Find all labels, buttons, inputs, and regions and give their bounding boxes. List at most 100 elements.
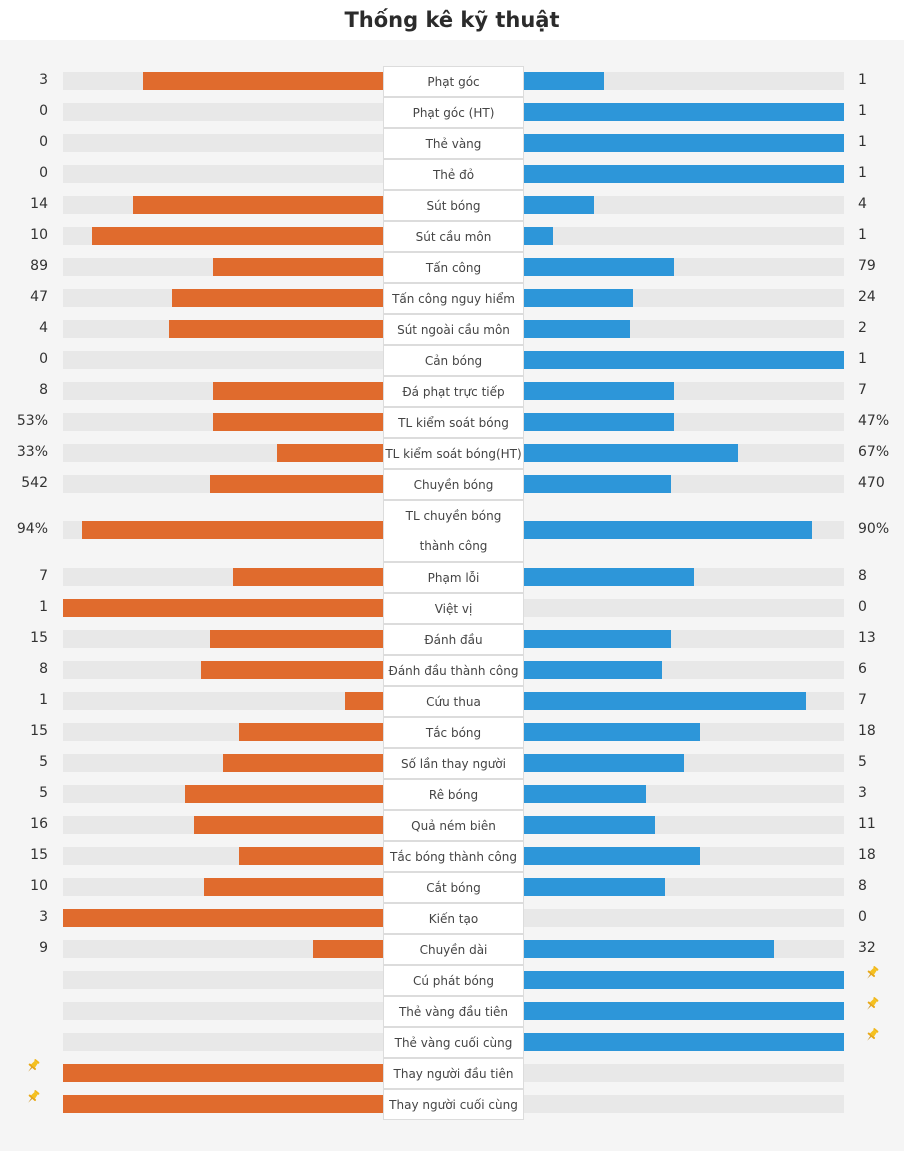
away-bar xyxy=(524,164,844,183)
stat-label-text: Phạt góc (HT) xyxy=(412,105,495,120)
away-value: 24 xyxy=(858,288,876,305)
home-bar xyxy=(213,381,383,400)
home-bar xyxy=(82,521,383,539)
away-value: 0 xyxy=(858,598,867,615)
home-bar xyxy=(277,443,383,462)
home-value: 15 xyxy=(30,846,48,863)
away-bar xyxy=(524,195,594,214)
away-value: 79 xyxy=(858,257,876,274)
stat-label: Tấn công nguy hiểm xyxy=(383,283,524,314)
stat-label-text: Thẻ vàng đầu tiên xyxy=(398,1004,509,1019)
stat-label: Việt vị xyxy=(383,593,524,624)
stat-label: Sút bóng xyxy=(383,190,524,221)
away-value: 1 xyxy=(858,226,867,243)
stat-label-text: Rê bóng xyxy=(428,787,479,802)
away-bar xyxy=(524,877,665,896)
away-value: 3 xyxy=(858,784,867,801)
stat-label: Cản bóng xyxy=(383,345,524,376)
home-value: 89 xyxy=(30,257,48,274)
away-bar-track xyxy=(524,567,844,586)
away-value: 1 xyxy=(858,133,867,150)
stat-label-text: Cản bóng xyxy=(424,353,483,368)
away-bar-track xyxy=(524,908,844,927)
stat-label-text: Cú phát bóng xyxy=(412,973,495,988)
away-bar xyxy=(524,443,738,462)
home-bar xyxy=(201,660,383,679)
away-value: 1 xyxy=(858,350,867,367)
stat-label: Thẻ đỏ xyxy=(383,159,524,190)
stat-label: Phạm lỗi xyxy=(383,562,524,593)
home-bar xyxy=(204,877,383,896)
stat-label: TL kiểm soát bóng(HT) xyxy=(383,438,524,469)
away-bar-track xyxy=(524,784,844,803)
home-value: 3 xyxy=(39,908,48,925)
home-value: 3 xyxy=(39,71,48,88)
stat-label: Tắc bóng xyxy=(383,717,524,748)
home-value: 542 xyxy=(21,474,48,491)
home-bar xyxy=(169,319,383,338)
home-bar-track xyxy=(63,753,383,772)
home-bar-track xyxy=(63,1094,383,1113)
stat-label: Chuyền dài xyxy=(383,934,524,965)
away-bar-track xyxy=(524,1094,844,1113)
stat-label-text: Thay người cuối cùng xyxy=(389,1097,518,1112)
away-bar-track xyxy=(524,815,844,834)
stat-label: Kiến tạo xyxy=(383,903,524,934)
stat-label-text: Tấn công nguy hiểm xyxy=(392,291,515,306)
home-value: 5 xyxy=(39,753,48,770)
stat-label: Phạt góc xyxy=(383,66,524,97)
stat-label: Tắc bóng thành công xyxy=(383,841,524,872)
stat-label: Thay người đầu tiên xyxy=(383,1058,524,1089)
stat-label-text: Thay người đầu tiên xyxy=(393,1066,514,1081)
away-bar-track xyxy=(524,691,844,710)
home-value: 94% xyxy=(16,521,48,537)
away-value: 4 xyxy=(858,195,867,212)
home-bar-track xyxy=(63,412,383,431)
home-bar-track xyxy=(63,815,383,834)
stat-label-text: TL chuyền bóng thành công xyxy=(405,509,502,553)
stat-label: Thay người cuối cùng xyxy=(383,1089,524,1120)
away-value: 6 xyxy=(858,660,867,677)
home-bar xyxy=(63,908,383,927)
home-bar xyxy=(63,1063,383,1082)
stat-label-text: Tắc bóng thành công xyxy=(390,849,517,864)
stat-label: Tấn công xyxy=(383,252,524,283)
home-bar-track xyxy=(63,319,383,338)
away-value: 90% xyxy=(858,521,890,537)
away-value: 7 xyxy=(858,691,867,708)
home-bar-track xyxy=(63,1032,383,1051)
away-value: 1 xyxy=(858,71,867,88)
away-bar-track xyxy=(524,939,844,958)
stat-label: Đá phạt trực tiếp xyxy=(383,376,524,407)
home-bar xyxy=(223,753,383,772)
away-bar-track xyxy=(524,288,844,307)
home-bar-track xyxy=(63,71,383,90)
stat-label-text: Quả ném biên xyxy=(411,818,496,833)
stat-label-text: Sút cầu môn xyxy=(415,229,492,244)
away-bar xyxy=(524,970,844,989)
away-bar xyxy=(524,350,844,369)
away-value: 2 xyxy=(858,319,867,336)
home-bar xyxy=(210,474,383,493)
stat-label: Cắt bóng xyxy=(383,872,524,903)
away-bar-track xyxy=(524,102,844,121)
stat-label: Đánh đầu thành công xyxy=(383,655,524,686)
home-bar xyxy=(313,939,383,958)
away-bar-track xyxy=(524,521,844,539)
home-bar xyxy=(194,815,383,834)
home-bar-track xyxy=(63,443,383,462)
home-bar-track xyxy=(63,257,383,276)
away-value: 18 xyxy=(858,846,876,863)
pin-icon xyxy=(25,1058,41,1074)
stat-label-text: Sút ngoài cầu môn xyxy=(397,322,510,337)
stat-label-text: Thẻ vàng xyxy=(425,136,482,151)
home-bar-track xyxy=(63,1001,383,1020)
home-bar-track xyxy=(63,660,383,679)
stat-label: Sút cầu môn xyxy=(383,221,524,252)
away-bar-track xyxy=(524,412,844,431)
away-value: 67% xyxy=(858,443,890,460)
home-value: 0 xyxy=(39,164,48,181)
stat-label-text: Đánh đầu xyxy=(424,632,483,647)
home-bar-track xyxy=(63,195,383,214)
away-bar xyxy=(524,474,671,493)
